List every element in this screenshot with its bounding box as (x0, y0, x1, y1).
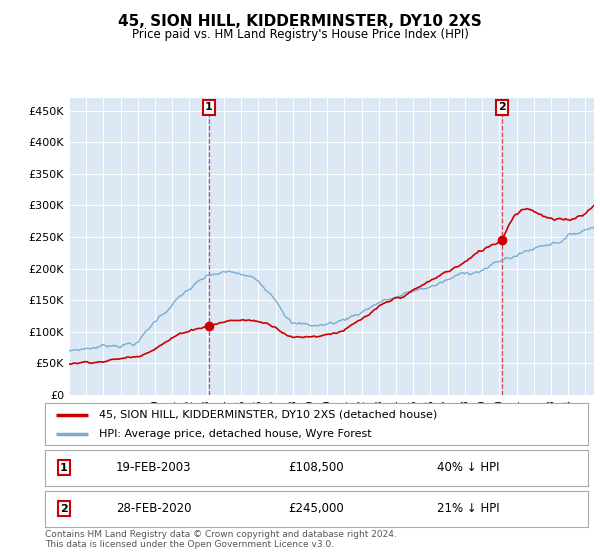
Text: 45, SION HILL, KIDDERMINSTER, DY10 2XS: 45, SION HILL, KIDDERMINSTER, DY10 2XS (118, 14, 482, 29)
Text: 1: 1 (60, 463, 68, 473)
Text: Contains HM Land Registry data © Crown copyright and database right 2024.
This d: Contains HM Land Registry data © Crown c… (45, 530, 397, 549)
Text: HPI: Average price, detached house, Wyre Forest: HPI: Average price, detached house, Wyre… (100, 429, 372, 439)
Text: 2: 2 (498, 102, 506, 113)
Text: Price paid vs. HM Land Registry's House Price Index (HPI): Price paid vs. HM Land Registry's House … (131, 28, 469, 41)
Text: 40% ↓ HPI: 40% ↓ HPI (437, 461, 500, 474)
Text: 45, SION HILL, KIDDERMINSTER, DY10 2XS (detached house): 45, SION HILL, KIDDERMINSTER, DY10 2XS (… (100, 409, 437, 419)
Text: £245,000: £245,000 (289, 502, 344, 515)
Text: 28-FEB-2020: 28-FEB-2020 (116, 502, 191, 515)
Text: 1: 1 (205, 102, 213, 113)
Text: 19-FEB-2003: 19-FEB-2003 (116, 461, 191, 474)
Text: £108,500: £108,500 (289, 461, 344, 474)
Text: 2: 2 (60, 504, 68, 514)
Text: 21% ↓ HPI: 21% ↓ HPI (437, 502, 500, 515)
